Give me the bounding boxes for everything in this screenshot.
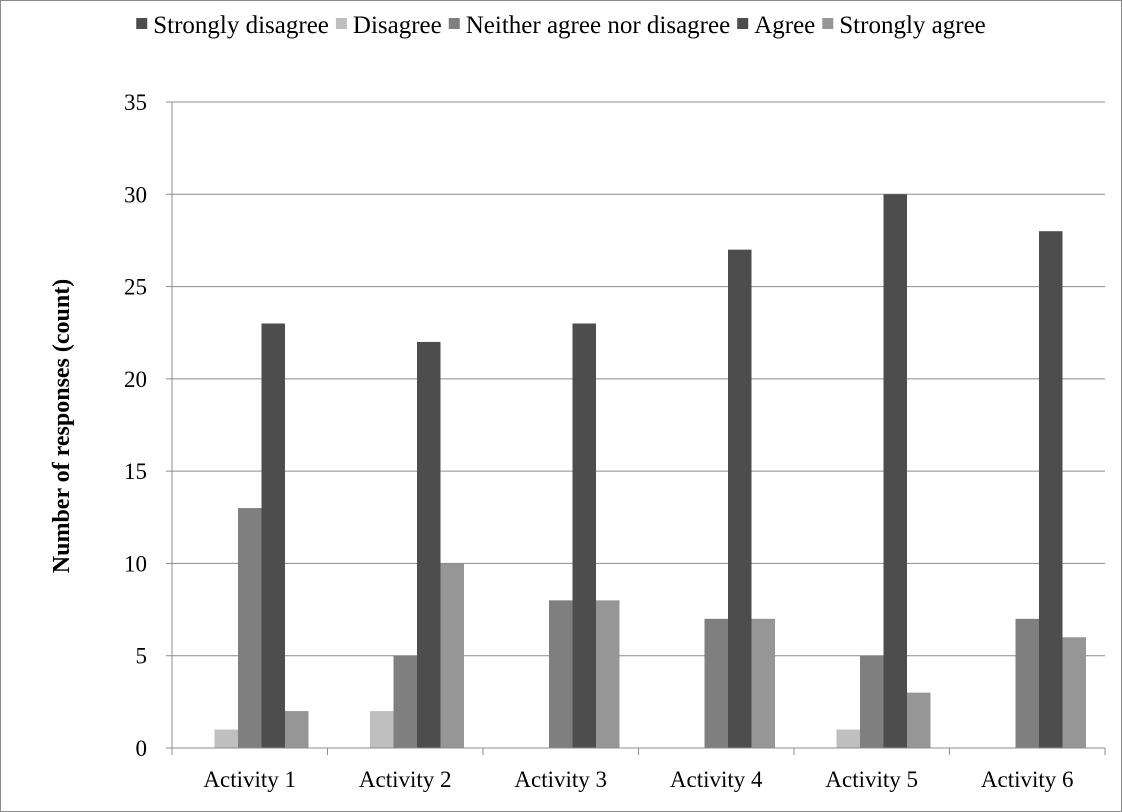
y-tick-label: 30 [124, 182, 147, 207]
legend-swatch [448, 18, 460, 29]
bar [1039, 231, 1063, 748]
y-tick-label: 25 [124, 275, 147, 300]
legend-swatch [335, 18, 347, 29]
bar [907, 692, 931, 748]
y-tick-label: 10 [124, 551, 147, 576]
x-category-label: Activity 6 [981, 767, 1074, 792]
y-tick-label: 20 [124, 367, 147, 392]
bar [238, 508, 262, 748]
bar [836, 729, 860, 748]
x-category-label: Activity 4 [670, 767, 763, 792]
bar [1015, 618, 1039, 748]
x-category-label: Activity 3 [514, 767, 607, 792]
legend-swatch [136, 18, 148, 29]
bar [393, 655, 417, 748]
bars [214, 194, 1086, 749]
bar [285, 711, 309, 748]
y-axis-title: Number of responses (count) [49, 279, 75, 573]
axes [166, 101, 1106, 755]
legend-swatch [737, 18, 749, 29]
legend-label: Strongly agree [839, 12, 985, 39]
bar [417, 341, 441, 748]
bar [440, 563, 464, 748]
y-tick-label: 0 [136, 736, 148, 761]
bar [214, 729, 238, 748]
legend-swatch [822, 18, 834, 29]
legend: Strongly disagree Disagree Neither agree n… [136, 12, 986, 39]
x-category-labels: Activity 1 Activity 2 Activity 3 Activity 4… [203, 767, 1073, 792]
x-category-label: Activity 5 [825, 767, 918, 792]
bar [860, 655, 884, 748]
bar [728, 249, 752, 748]
x-category-label: Activity 1 [203, 767, 296, 792]
legend-label: Neither agree nor disagree [466, 12, 730, 39]
y-tick-label: 35 [124, 90, 147, 115]
legend-label: Disagree [353, 12, 442, 39]
bar [261, 323, 285, 748]
bar [883, 194, 907, 749]
bar [370, 711, 394, 748]
gridlines [172, 101, 1105, 657]
y-tick-label: 5 [136, 644, 148, 669]
y-tick-labels: 0 5 10 15 20 25 30 35 [124, 90, 147, 761]
bar [751, 618, 775, 748]
bar [1062, 637, 1086, 748]
bar [549, 600, 573, 748]
bar [596, 600, 620, 748]
legend-label: Strongly disagree [153, 12, 329, 39]
y-tick-label: 15 [124, 459, 147, 484]
bar [572, 323, 596, 748]
x-category-label: Activity 2 [359, 767, 452, 792]
legend-label: Agree [754, 12, 815, 39]
bar [704, 618, 728, 748]
